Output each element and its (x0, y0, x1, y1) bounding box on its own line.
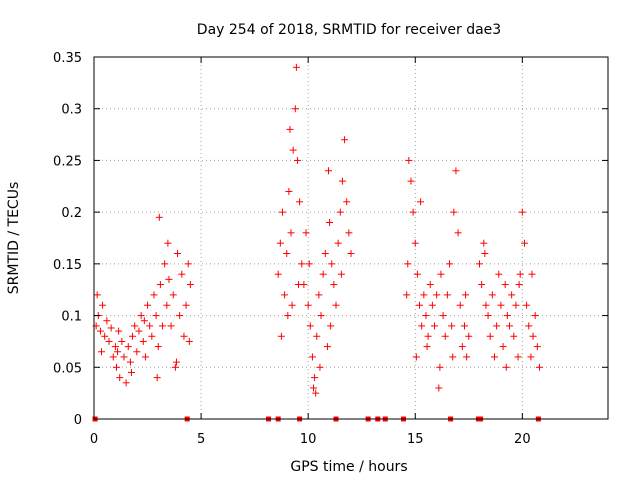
x-tick-label: 10 (300, 432, 317, 447)
y-tick-label: 0.1 (61, 310, 82, 325)
axis-ticks (93, 56, 608, 420)
x-tick-label: 0 (90, 432, 98, 447)
y-tick-labels: 0 0.05 0.1 0.15 0.2 0.25 0.3 0.35 (53, 51, 82, 428)
chart-title: Day 254 of 2018, SRMTID for receiver dae… (197, 22, 501, 38)
y-tick-label: 0.3 (61, 103, 82, 118)
data-points (92, 63, 543, 422)
x-tick-label: 15 (407, 432, 424, 447)
y-tick-label: 0.2 (61, 206, 82, 221)
y-tick-label: 0.05 (53, 361, 82, 376)
y-tick-label: 0 (74, 413, 82, 428)
y-tick-label: 0.25 (53, 154, 82, 169)
grid (94, 57, 608, 419)
x-tick-label: 5 (197, 432, 205, 447)
y-axis-title: SRMTID / TECUs (6, 182, 22, 295)
y-tick-label: 0.15 (53, 258, 82, 273)
x-axis-title: GPS time / hours (290, 459, 407, 475)
x-tick-label: 20 (514, 432, 531, 447)
plot-frame (93, 56, 609, 420)
x-tick-labels: 0 5 10 15 20 (90, 432, 531, 447)
y-tick-label: 0.35 (53, 51, 82, 66)
